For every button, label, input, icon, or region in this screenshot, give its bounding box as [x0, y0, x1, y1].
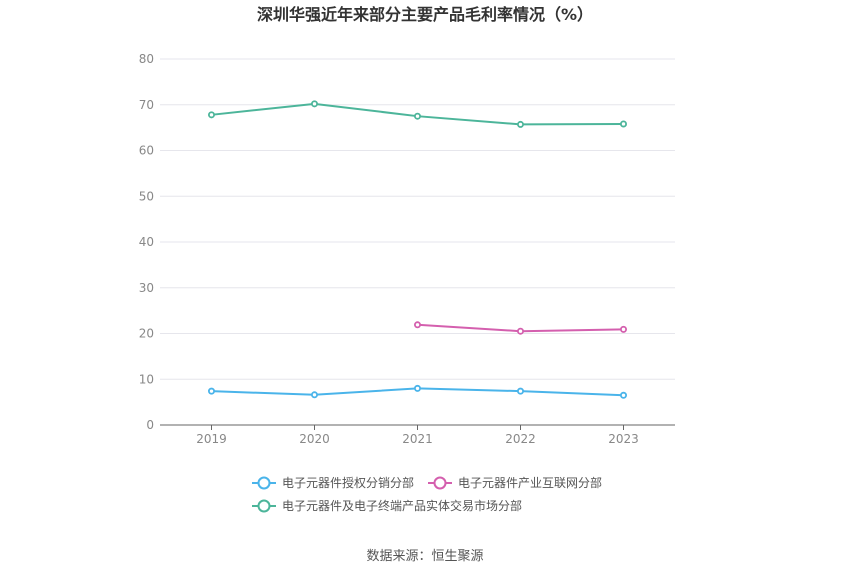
chart-title: 深圳华强近年来部分主要产品毛利率情况（%）: [257, 5, 593, 24]
data-point[interactable]: [310, 100, 318, 108]
axes: 0 10 20 30 40 50 60 70 80 2019 2020 2021 2022 2023: [139, 52, 675, 446]
legend-label: 电子元器件授权分销分部: [282, 475, 414, 490]
data-source: 数据来源：恒生聚源: [366, 549, 483, 564]
legend-item-2[interactable]: 电子元器件产业互联网分部: [428, 475, 602, 490]
y-tick-label: 60: [139, 144, 154, 158]
legend-item-3[interactable]: 电子元器件及电子终端产品实体交易市场分部: [252, 498, 522, 513]
legend-marker: [433, 476, 447, 490]
data-point[interactable]: [620, 325, 628, 333]
data-point[interactable]: [207, 387, 215, 395]
legend-marker: [257, 476, 271, 490]
x-tick-label: 2021: [402, 432, 433, 446]
x-tick-label: 2022: [505, 432, 536, 446]
legend[interactable]: 电子元器件授权分销分部 电子元器件产业互联网分部电子元器件及电子终端产品实体交易市…: [252, 475, 602, 513]
data-point[interactable]: [620, 120, 628, 128]
grid: [160, 58, 675, 380]
data-point[interactable]: [517, 120, 525, 128]
data-point[interactable]: [207, 111, 215, 119]
data-point[interactable]: [413, 112, 421, 120]
data-point[interactable]: [517, 327, 525, 335]
y-tick-label: 40: [139, 235, 154, 249]
y-tick-label: 80: [139, 52, 154, 66]
y-tick-label: 50: [139, 189, 154, 203]
x-tick-label: 2023: [608, 432, 639, 446]
y-tick-label: 20: [139, 327, 154, 341]
legend-item-1[interactable]: 电子元器件授权分销分部: [252, 475, 414, 490]
legend-label: 电子元器件产业互联网分部: [458, 475, 602, 490]
y-tick-label: 70: [139, 98, 154, 112]
data-point[interactable]: [620, 391, 628, 399]
data-point[interactable]: [413, 321, 421, 329]
series-lines: [207, 100, 628, 399]
y-tick-label: 30: [139, 281, 154, 295]
legend-label: 电子元器件及电子终端产品实体交易市场分部: [282, 498, 522, 513]
legend-marker: [257, 499, 271, 513]
data-point[interactable]: [413, 384, 421, 392]
x-tick-label: 2020: [299, 432, 330, 446]
data-point[interactable]: [517, 387, 525, 395]
data-point[interactable]: [310, 391, 318, 399]
y-tick-label: 0: [146, 418, 154, 432]
x-tick-label: 2019: [196, 432, 227, 446]
y-tick-label: 10: [139, 372, 154, 386]
